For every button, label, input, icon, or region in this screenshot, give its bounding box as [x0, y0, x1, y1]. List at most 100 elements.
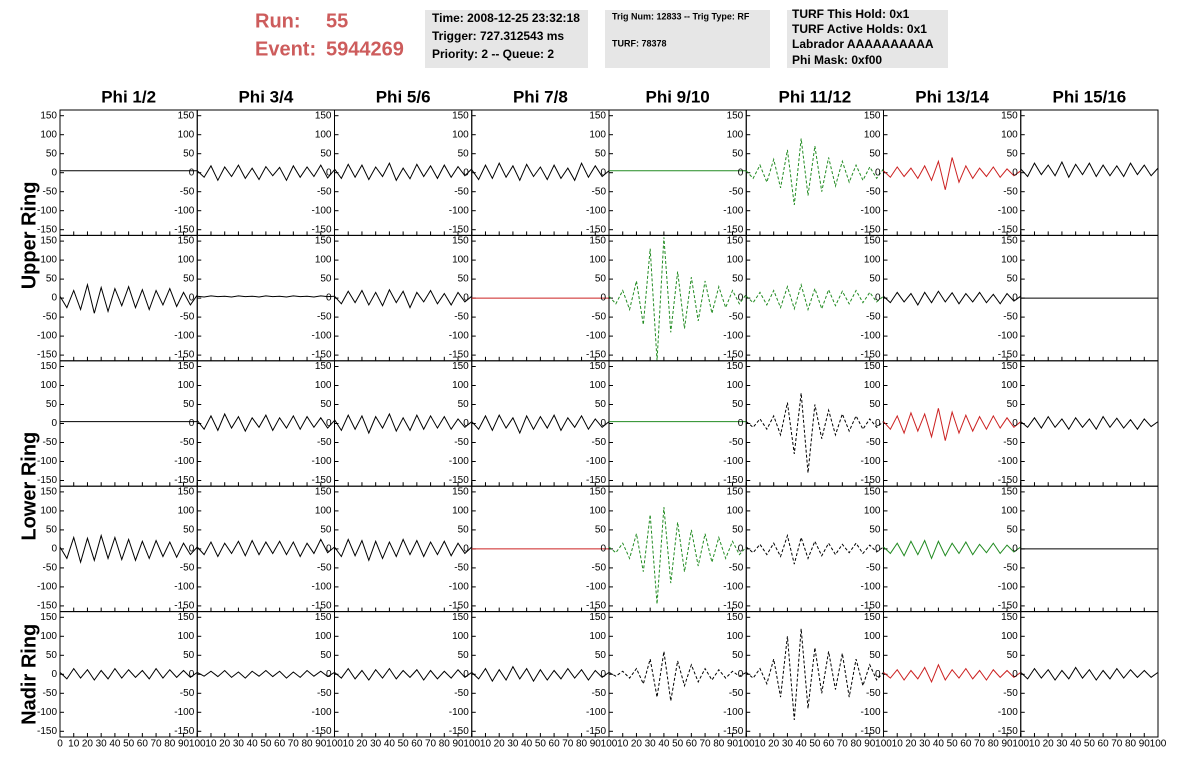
- x-tick-label: 60: [137, 739, 149, 750]
- y-tick-label: 100: [1001, 631, 1018, 642]
- y-tick-label: 100: [589, 380, 606, 391]
- y-tick-label: -100: [311, 582, 331, 593]
- x-tick-label: 30: [370, 739, 382, 750]
- column-header: Phi 1/2: [101, 87, 156, 106]
- x-tick-label: 0: [57, 739, 63, 750]
- y-tick-label: 150: [589, 487, 606, 498]
- y-tick-label: -50: [180, 437, 195, 448]
- y-tick-label: -150: [37, 475, 57, 486]
- y-tick-label: -150: [723, 350, 743, 361]
- y-tick-label: 100: [315, 129, 332, 140]
- y-tick-label: -100: [998, 707, 1018, 718]
- waveform: [745, 393, 884, 473]
- y-tick-label: 50: [46, 148, 58, 159]
- info-line: Trig Num: 12833 -- Trig Type: RF: [612, 11, 750, 21]
- y-tick-label: -150: [586, 350, 606, 361]
- y-tick-label: 150: [452, 110, 469, 121]
- y-tick-label: 100: [589, 129, 606, 140]
- x-tick-label: 30: [782, 739, 794, 750]
- y-tick-label: -100: [586, 456, 606, 467]
- y-tick-label: 100: [727, 506, 744, 517]
- y-tick-label: 100: [40, 255, 57, 266]
- y-tick-label: 0: [463, 669, 469, 680]
- y-tick-label: -150: [998, 475, 1018, 486]
- x-tick-label: 30: [645, 739, 657, 750]
- x-tick-label: 10: [205, 739, 217, 750]
- y-tick-label: 150: [315, 612, 332, 623]
- y-tick-label: -150: [586, 601, 606, 612]
- info-line: Phi Mask: 0xf00: [792, 53, 882, 67]
- y-tick-label: -50: [592, 688, 607, 699]
- y-tick-label: 50: [732, 148, 744, 159]
- y-tick-label: -150: [723, 726, 743, 737]
- y-tick-label: -150: [37, 350, 57, 361]
- y-tick-label: 100: [1001, 506, 1018, 517]
- y-tick-label: 150: [864, 110, 881, 121]
- y-tick-label: 50: [595, 274, 607, 285]
- x-tick-label: 60: [549, 739, 561, 750]
- y-tick-label: -50: [1003, 437, 1018, 448]
- y-tick-label: 0: [738, 293, 744, 304]
- x-tick-label: 70: [562, 739, 574, 750]
- y-tick-label: -50: [729, 688, 744, 699]
- panel-frame: [1020, 360, 1159, 487]
- y-tick-label: -100: [723, 707, 743, 718]
- x-tick-label: 100: [189, 739, 206, 750]
- y-tick-label: 100: [315, 631, 332, 642]
- x-tick-label: 70: [974, 739, 986, 750]
- y-tick-label: -50: [43, 437, 58, 448]
- waveform: [745, 533, 884, 565]
- y-tick-label: -100: [311, 205, 331, 216]
- y-tick-label: 50: [869, 399, 881, 410]
- y-tick-label: -100: [37, 331, 57, 342]
- x-tick-label: 40: [247, 739, 259, 750]
- ring-label: Upper Ring: [18, 182, 40, 290]
- x-tick-label: 90: [590, 739, 602, 750]
- y-tick-label: 150: [40, 236, 57, 247]
- y-tick-label: -150: [174, 224, 194, 235]
- x-tick-label: 10: [892, 739, 904, 750]
- y-tick-label: -150: [449, 726, 469, 737]
- y-tick-label: 150: [1001, 361, 1018, 372]
- y-tick-label: 150: [864, 487, 881, 498]
- y-tick-label: -50: [43, 688, 58, 699]
- info-box: [605, 10, 770, 68]
- waveform: [883, 157, 1022, 190]
- y-tick-label: 150: [178, 612, 195, 623]
- y-tick-label: 150: [727, 487, 744, 498]
- x-tick-label: 10: [754, 739, 766, 750]
- column-header: Phi 7/8: [513, 87, 568, 106]
- y-tick-label: 0: [875, 544, 881, 555]
- y-tick-label: 50: [320, 525, 332, 536]
- x-tick-label: 30: [233, 739, 245, 750]
- y-tick-label: 0: [600, 293, 606, 304]
- y-tick-label: -150: [37, 224, 57, 235]
- y-tick-label: 150: [315, 361, 332, 372]
- y-tick-label: 50: [732, 525, 744, 536]
- y-tick-label: 150: [589, 236, 606, 247]
- y-tick-label: 150: [727, 361, 744, 372]
- y-tick-label: -150: [998, 224, 1018, 235]
- y-tick-label: 0: [51, 418, 57, 429]
- y-tick-label: -100: [723, 456, 743, 467]
- x-tick-label: 40: [1070, 739, 1082, 750]
- y-tick-label: 150: [40, 110, 57, 121]
- y-tick-label: 100: [178, 255, 195, 266]
- y-tick-label: 0: [189, 544, 195, 555]
- y-tick-label: -150: [311, 726, 331, 737]
- y-tick-label: -50: [43, 186, 58, 197]
- y-tick-label: -150: [311, 350, 331, 361]
- waveform: [59, 533, 198, 565]
- y-tick-label: 50: [458, 274, 470, 285]
- waveform: [334, 538, 473, 562]
- y-tick-label: 50: [595, 399, 607, 410]
- y-tick-label: 50: [46, 650, 58, 661]
- y-tick-label: 50: [46, 274, 58, 285]
- y-tick-label: 100: [727, 380, 744, 391]
- waveform: [197, 295, 335, 298]
- x-tick-label: 60: [274, 739, 286, 750]
- y-tick-label: 100: [1001, 255, 1018, 266]
- y-tick-label: -100: [586, 582, 606, 593]
- y-tick-label: 0: [875, 418, 881, 429]
- y-tick-label: -150: [860, 601, 880, 612]
